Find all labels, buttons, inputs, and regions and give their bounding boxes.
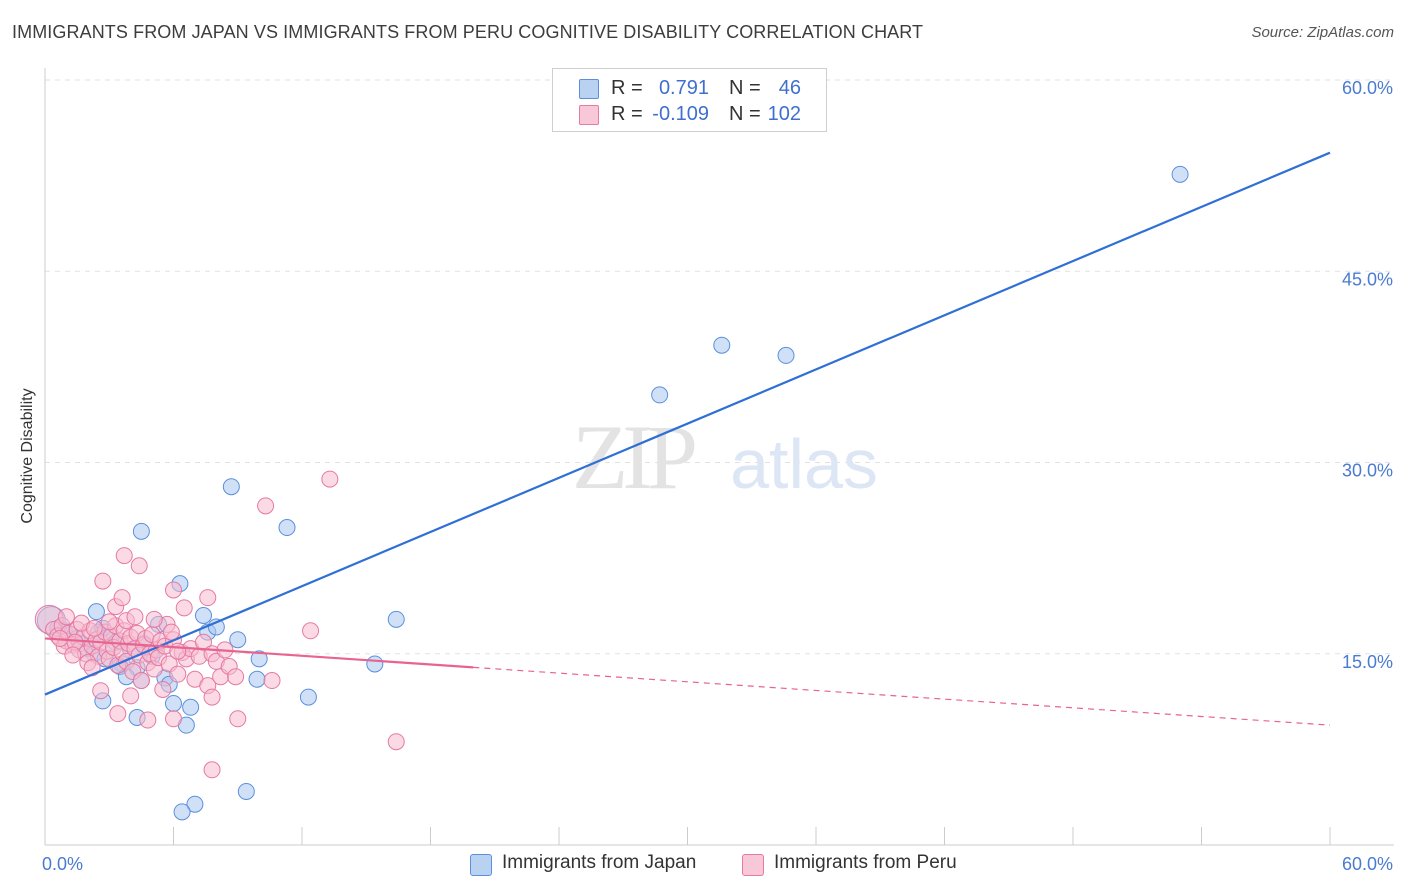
legend-r-label-peru: R =: [611, 103, 643, 125]
correlation-legend: R = 0.791 N = 46 R = -0.109 N = 102: [552, 68, 827, 132]
japan-point: [299, 688, 317, 706]
peru-point: [169, 665, 187, 683]
legend-r-value-japan: 0.791: [658, 77, 709, 99]
japan-point: [186, 795, 204, 813]
peru-point: [263, 672, 281, 690]
legend-n-label-japan: N =: [729, 77, 761, 99]
peru-point: [109, 705, 127, 723]
legend-n-label-peru: N =: [729, 103, 761, 125]
peru-point: [130, 557, 148, 575]
peru-point: [122, 687, 140, 705]
peru-point: [165, 710, 182, 728]
watermark-atlas: atlas: [730, 425, 878, 503]
peru-point: [199, 589, 217, 607]
peru-point: [169, 642, 187, 660]
legend-r-label-japan: R =: [611, 77, 643, 99]
peru-point: [126, 608, 144, 626]
peru-point: [257, 497, 275, 515]
japan-point: [1171, 165, 1189, 183]
japan-point: [651, 386, 669, 404]
bottom-legend-swatch-japan: [470, 854, 492, 876]
japan-point: [777, 346, 795, 364]
peru-point: [227, 668, 245, 686]
peru-points: [34, 470, 405, 779]
gridlines: [45, 79, 1394, 655]
legend-row-peru: R = -0.109 N = 102: [553, 101, 826, 127]
peru-point: [154, 680, 172, 698]
japan-point: [229, 631, 247, 649]
watermark-zip: ZIP: [572, 406, 695, 508]
japan-point: [194, 607, 212, 624]
peru-point: [113, 589, 131, 607]
watermark: ZIP atlas: [572, 406, 878, 508]
peru-point: [139, 711, 157, 729]
peru-point: [203, 688, 221, 706]
peru-point: [229, 710, 247, 728]
legend-r-value-peru: -0.109: [652, 103, 709, 125]
japan-point: [165, 694, 182, 712]
peru-point: [203, 761, 221, 779]
peru-point: [132, 672, 150, 690]
peru-point: [100, 613, 118, 631]
trend-lines: [44, 151, 1331, 726]
bottom-legend-swatch-peru: [742, 854, 764, 876]
japan-point: [278, 519, 296, 537]
peru-point: [165, 581, 182, 599]
japan-point: [87, 603, 105, 621]
x-tick-label: 0.0%: [42, 854, 83, 874]
x-tick-label: 60.0%: [1342, 854, 1393, 874]
japan-point: [713, 336, 731, 354]
japan-point: [173, 803, 191, 821]
japan-trend-line: [44, 151, 1331, 696]
peru-point: [64, 646, 82, 664]
tick-labels: 15.0% 30.0% 45.0% 60.0% 0.0% 60.0%: [42, 78, 1393, 874]
peru-point: [175, 599, 193, 617]
peru-point: [387, 733, 405, 751]
japan-point: [222, 478, 240, 496]
peru-point: [302, 622, 320, 640]
japan-point: [248, 670, 266, 688]
peru-point: [94, 572, 112, 590]
peru-point: [92, 682, 110, 700]
peru-point: [321, 470, 339, 488]
japan-point: [250, 650, 268, 668]
japan-point: [387, 610, 405, 628]
peru-point: [57, 608, 75, 626]
japan-point: [366, 655, 384, 673]
legend-swatch-japan: [579, 79, 599, 99]
peru-point: [194, 633, 212, 651]
peru-point: [145, 610, 163, 628]
japan-point: [182, 698, 200, 716]
bottom-legend-label-peru: Immigrants from Peru: [774, 852, 957, 873]
y-tick-label: 45.0%: [1342, 269, 1393, 289]
bottom-legend-label-japan: Immigrants from Japan: [502, 852, 697, 873]
legend-n-value-peru: 102: [767, 103, 801, 125]
chart-title: IMMIGRANTS FROM JAPAN VS IMMIGRANTS FROM…: [12, 22, 924, 42]
y-tick-label: 60.0%: [1342, 78, 1393, 98]
peru-trend-line-projection: [473, 666, 1331, 726]
peru-point: [115, 547, 133, 565]
y-tick-label: 30.0%: [1342, 461, 1393, 481]
y-tick-label: 15.0%: [1342, 652, 1393, 672]
legend-swatch-peru: [579, 105, 599, 125]
japan-point: [237, 782, 255, 800]
peru-point: [162, 623, 180, 641]
peru-trend-line: [44, 637, 474, 669]
axes: [44, 68, 1394, 846]
japan-point: [132, 522, 150, 540]
peru-point: [85, 619, 103, 637]
legend-row-japan: R = 0.791 N = 46: [553, 75, 826, 101]
source-label: Source: ZipAtlas.com: [1251, 24, 1394, 41]
legend-n-value-japan: 46: [778, 77, 801, 99]
